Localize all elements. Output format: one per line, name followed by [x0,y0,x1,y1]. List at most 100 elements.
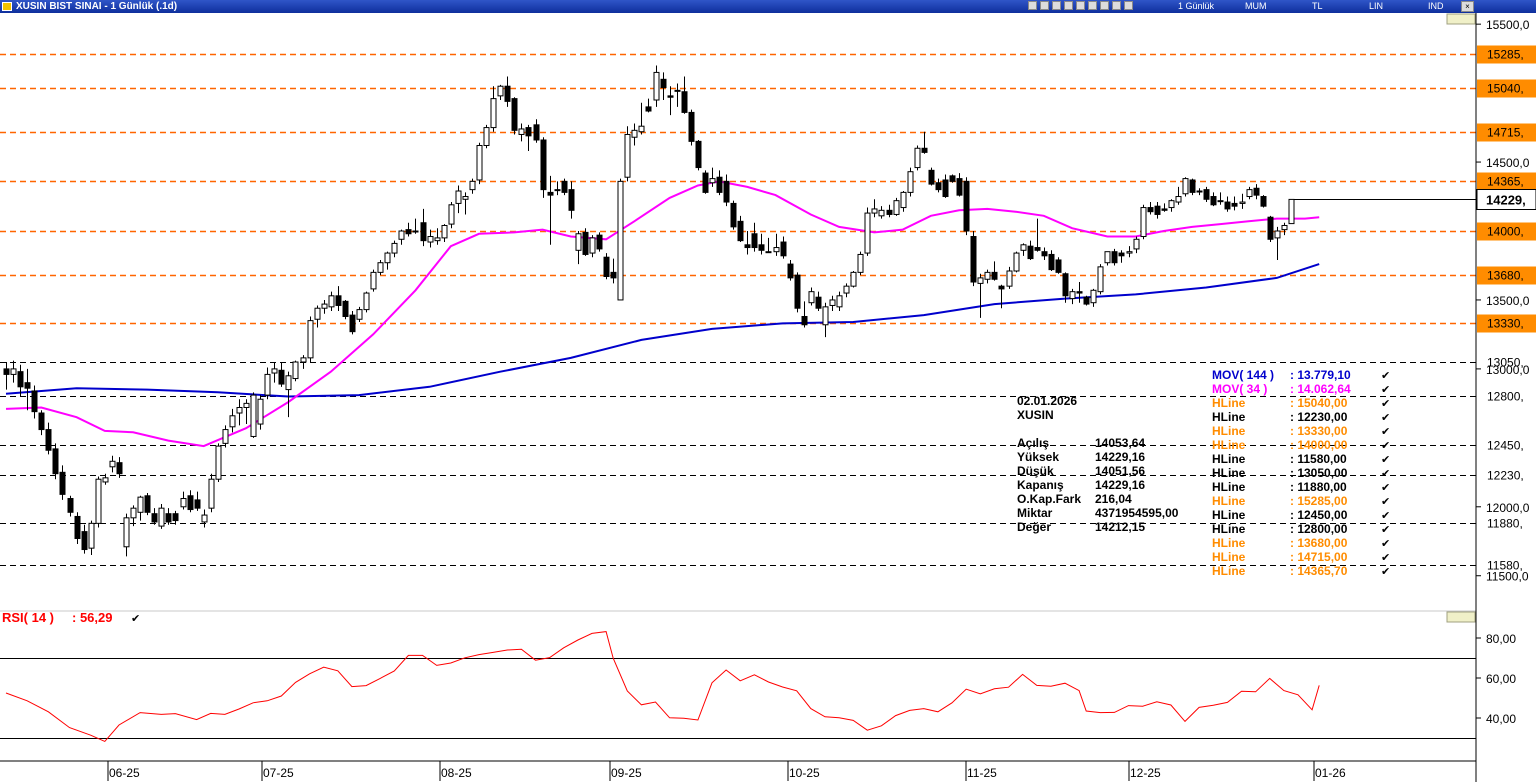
candle-body [1267,216,1274,240]
template-icon[interactable] [1064,1,1073,10]
zoom-icon[interactable] [1076,1,1085,10]
main-scroll-control[interactable] [1446,13,1476,25]
x-tick-label: 09-25 [611,766,642,780]
candle-body [67,498,74,513]
candle-body [631,129,638,138]
candle [342,299,349,320]
candle [1104,251,1111,266]
candle [1231,196,1238,211]
legend-check-icon[interactable]: ✔ [1381,566,1390,578]
candle-body [74,515,81,540]
hline-label-bg [1477,556,1536,575]
legend-check-icon[interactable]: ✔ [1381,426,1390,438]
candle [116,457,123,478]
candle-body [730,202,737,228]
close-icon[interactable]: × [1461,1,1474,12]
candle [864,207,871,256]
legend-check-icon[interactable]: ✔ [1381,496,1390,508]
currency-option[interactable]: TL [1312,1,1323,11]
candle [928,167,935,186]
candle [10,360,17,383]
candle [137,495,144,521]
legend-check-icon[interactable]: ✔ [1381,552,1390,564]
symbol-icon[interactable] [1052,1,1061,10]
candle-body [1217,200,1224,203]
legend-check-icon[interactable]: ✔ [1381,538,1390,550]
window-titlebar[interactable]: XUSIN BIST SINAI - 1 Günlük (.1d) 1 Günl… [0,0,1536,13]
candle [215,443,222,482]
candle-body [1027,245,1034,260]
candle-body [963,180,970,232]
legend-check-icon[interactable]: ✔ [1381,412,1390,424]
hline-group: 15285, 15040, 14715, 14365, 14000, 13680, 1333… [0,45,1536,575]
candle-body [476,145,483,181]
candle-body [1006,270,1013,287]
scale-option[interactable]: LIN [1369,1,1384,11]
check-icon[interactable] [1112,1,1121,10]
panel-scroll-control[interactable] [1446,611,1476,623]
legend-name: HLine [1212,494,1246,508]
candle-body [201,514,208,523]
candle [1126,246,1133,258]
chart-type-option[interactable]: MUM [1245,1,1267,11]
candle [144,493,151,516]
candle [1161,203,1168,212]
candle-body [335,295,342,306]
candle-body [681,91,688,113]
candle [109,455,116,473]
candle [1027,240,1034,260]
candle [321,299,328,314]
candle-body [1118,252,1125,257]
rsi-check-icon[interactable]: ✔ [131,613,140,625]
candle [490,86,497,132]
indicator-option[interactable]: IND [1428,1,1444,11]
candle-body [257,398,264,425]
candle [1175,186,1182,205]
candle-body [1281,224,1288,231]
candle [942,174,949,198]
candle-body [1231,202,1238,207]
last-price-label-bg [1476,189,1536,210]
legend-check-icon[interactable]: ✔ [1381,440,1390,452]
period-option[interactable]: 1 Günlük [1178,1,1215,11]
candle-body [589,237,596,254]
candle [377,259,384,276]
candle-body [533,124,540,141]
legend-name: HLine [1212,424,1246,438]
legend-check-icon[interactable]: ✔ [1381,384,1390,396]
legend-check-icon[interactable]: ✔ [1381,482,1390,494]
legend-check-icon[interactable]: ✔ [1381,454,1390,466]
candle-body [998,285,1005,290]
candle [349,310,356,335]
chart-icon[interactable] [1028,1,1037,10]
candle [1267,215,1274,243]
candle-body [1189,179,1196,193]
legend-check-icon[interactable]: ✔ [1381,524,1390,536]
pen-icon[interactable] [1100,1,1109,10]
legend-check-icon[interactable]: ✔ [1381,510,1390,522]
grid-icon[interactable] [1124,1,1133,10]
candle [977,273,984,318]
draw-icon[interactable] [1040,1,1049,10]
candle-body [448,204,455,225]
info-value: 14229,16 [1095,450,1145,464]
candle [1020,243,1027,256]
legend-check-icon[interactable]: ✔ [1381,398,1390,410]
price-chart[interactable]: 15285, 15040, 14715, 14365, 14000, 13680, 1333… [0,13,1536,782]
price-tick-label: 12000,0 [1486,501,1530,515]
print-icon[interactable] [1088,1,1097,10]
hline-price-label: 12800, [1487,390,1524,404]
candle [314,305,321,328]
window-title: XUSIN BIST SINAI - 1 Günlük (.1d) [16,1,178,12]
legend-check-icon[interactable]: ✔ [1381,468,1390,480]
candle [956,173,963,197]
legend-check-icon[interactable]: ✔ [1381,370,1390,382]
candle-body [794,274,801,309]
candle [878,206,885,219]
candle-body [878,209,885,217]
hline-price-label: 12450, [1487,439,1524,453]
candle-body [857,253,864,273]
candle-body [751,233,758,249]
candle-body [624,133,631,178]
candle [335,286,342,311]
